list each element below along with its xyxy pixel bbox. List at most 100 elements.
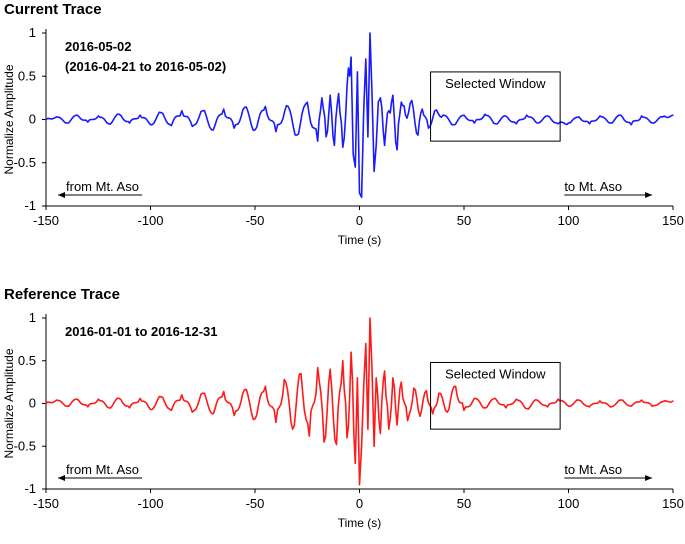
data-point bbox=[473, 397, 476, 399]
data-point bbox=[421, 108, 423, 110]
data-point bbox=[417, 134, 419, 136]
y-tick-label: 1 bbox=[29, 25, 36, 40]
data-point bbox=[108, 407, 110, 409]
data-point bbox=[202, 110, 204, 112]
data-point bbox=[338, 92, 340, 95]
data-point bbox=[369, 32, 371, 34]
data-point bbox=[97, 115, 99, 117]
data-point bbox=[191, 125, 193, 128]
data-point bbox=[432, 413, 434, 415]
data-point bbox=[170, 409, 172, 411]
data-point bbox=[317, 140, 319, 142]
data-point bbox=[413, 387, 415, 389]
x-tick-label: -150 bbox=[33, 213, 59, 228]
data-point bbox=[321, 97, 323, 99]
data-point bbox=[223, 108, 225, 110]
data-point bbox=[300, 372, 302, 375]
data-point bbox=[473, 122, 476, 124]
data-point bbox=[567, 405, 570, 407]
chart-panel-1: Reference Trace -1 -0.5 0 0.5 1 -150 -100 -50 0 50… bbox=[2, 286, 684, 530]
data-point bbox=[350, 56, 352, 58]
data-point bbox=[285, 105, 287, 107]
data-point bbox=[356, 71, 359, 73]
data-point bbox=[661, 401, 664, 403]
date-label: 2016-01-01 to 2016-12-31 bbox=[65, 324, 218, 339]
data-point bbox=[118, 113, 120, 115]
data-point bbox=[352, 153, 354, 155]
y-tick-label: -1 bbox=[24, 198, 36, 213]
data-point bbox=[170, 124, 172, 127]
selected-window-box bbox=[430, 361, 561, 430]
data-point bbox=[388, 110, 390, 112]
data-point bbox=[354, 462, 356, 464]
data-point bbox=[181, 394, 183, 396]
data-point bbox=[377, 101, 379, 103]
data-point bbox=[365, 58, 367, 60]
data-point bbox=[243, 106, 246, 108]
data-point bbox=[335, 443, 338, 446]
selected-window-label: Selected Window bbox=[445, 366, 546, 381]
data-point bbox=[342, 360, 344, 362]
data-point bbox=[160, 396, 162, 398]
chart-panel-0: Current Trace -1 -0.5 0 0.5 1 -150 -100 -50 0 50 10… bbox=[2, 1, 684, 247]
data-point bbox=[557, 398, 559, 400]
data-point bbox=[55, 399, 58, 401]
data-point bbox=[396, 424, 398, 426]
x-tick-label: -100 bbox=[137, 496, 163, 511]
data-point bbox=[191, 411, 193, 413]
data-point bbox=[76, 398, 78, 400]
arrow-to-label: to Mt. Aso bbox=[564, 462, 622, 477]
data-point bbox=[363, 385, 365, 387]
data-point bbox=[333, 144, 336, 147]
data-point bbox=[264, 105, 267, 108]
data-point bbox=[383, 370, 386, 372]
y-tick-label: 0.5 bbox=[18, 68, 36, 83]
data-point bbox=[388, 428, 390, 430]
data-point bbox=[306, 101, 308, 103]
data-point bbox=[317, 366, 319, 369]
data-point bbox=[354, 166, 356, 168]
data-point bbox=[547, 115, 549, 117]
data-point bbox=[296, 134, 298, 136]
x-tick-label: -50 bbox=[246, 213, 265, 228]
data-point bbox=[404, 114, 407, 116]
data-point bbox=[129, 407, 131, 409]
data-point bbox=[118, 397, 120, 399]
data-point bbox=[392, 377, 394, 379]
data-point bbox=[45, 118, 47, 121]
series-line-0 bbox=[45, 317, 674, 486]
data-point bbox=[630, 124, 632, 126]
data-point bbox=[620, 114, 622, 116]
data-point bbox=[494, 123, 496, 125]
data-point bbox=[379, 432, 381, 435]
data-point bbox=[342, 146, 344, 148]
data-point bbox=[55, 116, 58, 118]
data-point bbox=[578, 399, 580, 401]
data-point bbox=[66, 405, 68, 407]
data-point bbox=[567, 122, 570, 124]
data-point bbox=[367, 136, 369, 138]
selected-window-box bbox=[430, 71, 561, 142]
data-point bbox=[371, 92, 373, 95]
data-point bbox=[369, 317, 371, 319]
x-tick-label: 50 bbox=[457, 213, 471, 228]
y-tick-label: 0 bbox=[29, 112, 36, 127]
data-point bbox=[365, 343, 367, 345]
data-point bbox=[599, 115, 601, 117]
data-point bbox=[411, 99, 413, 102]
data-point bbox=[427, 127, 430, 129]
data-point bbox=[325, 136, 327, 138]
data-point bbox=[367, 428, 369, 430]
data-point bbox=[292, 428, 294, 430]
x-tick-label: 50 bbox=[457, 496, 471, 511]
data-point bbox=[505, 115, 507, 117]
arrow-from-label: from Mt. Aso bbox=[66, 179, 139, 194]
x-tick-label: 0 bbox=[356, 213, 363, 228]
x-tick-label: -50 bbox=[246, 496, 265, 511]
y-tick-label: 0 bbox=[29, 396, 36, 411]
data-point bbox=[661, 116, 664, 118]
data-point bbox=[181, 110, 183, 112]
data-point bbox=[526, 408, 528, 410]
data-point bbox=[515, 123, 517, 125]
